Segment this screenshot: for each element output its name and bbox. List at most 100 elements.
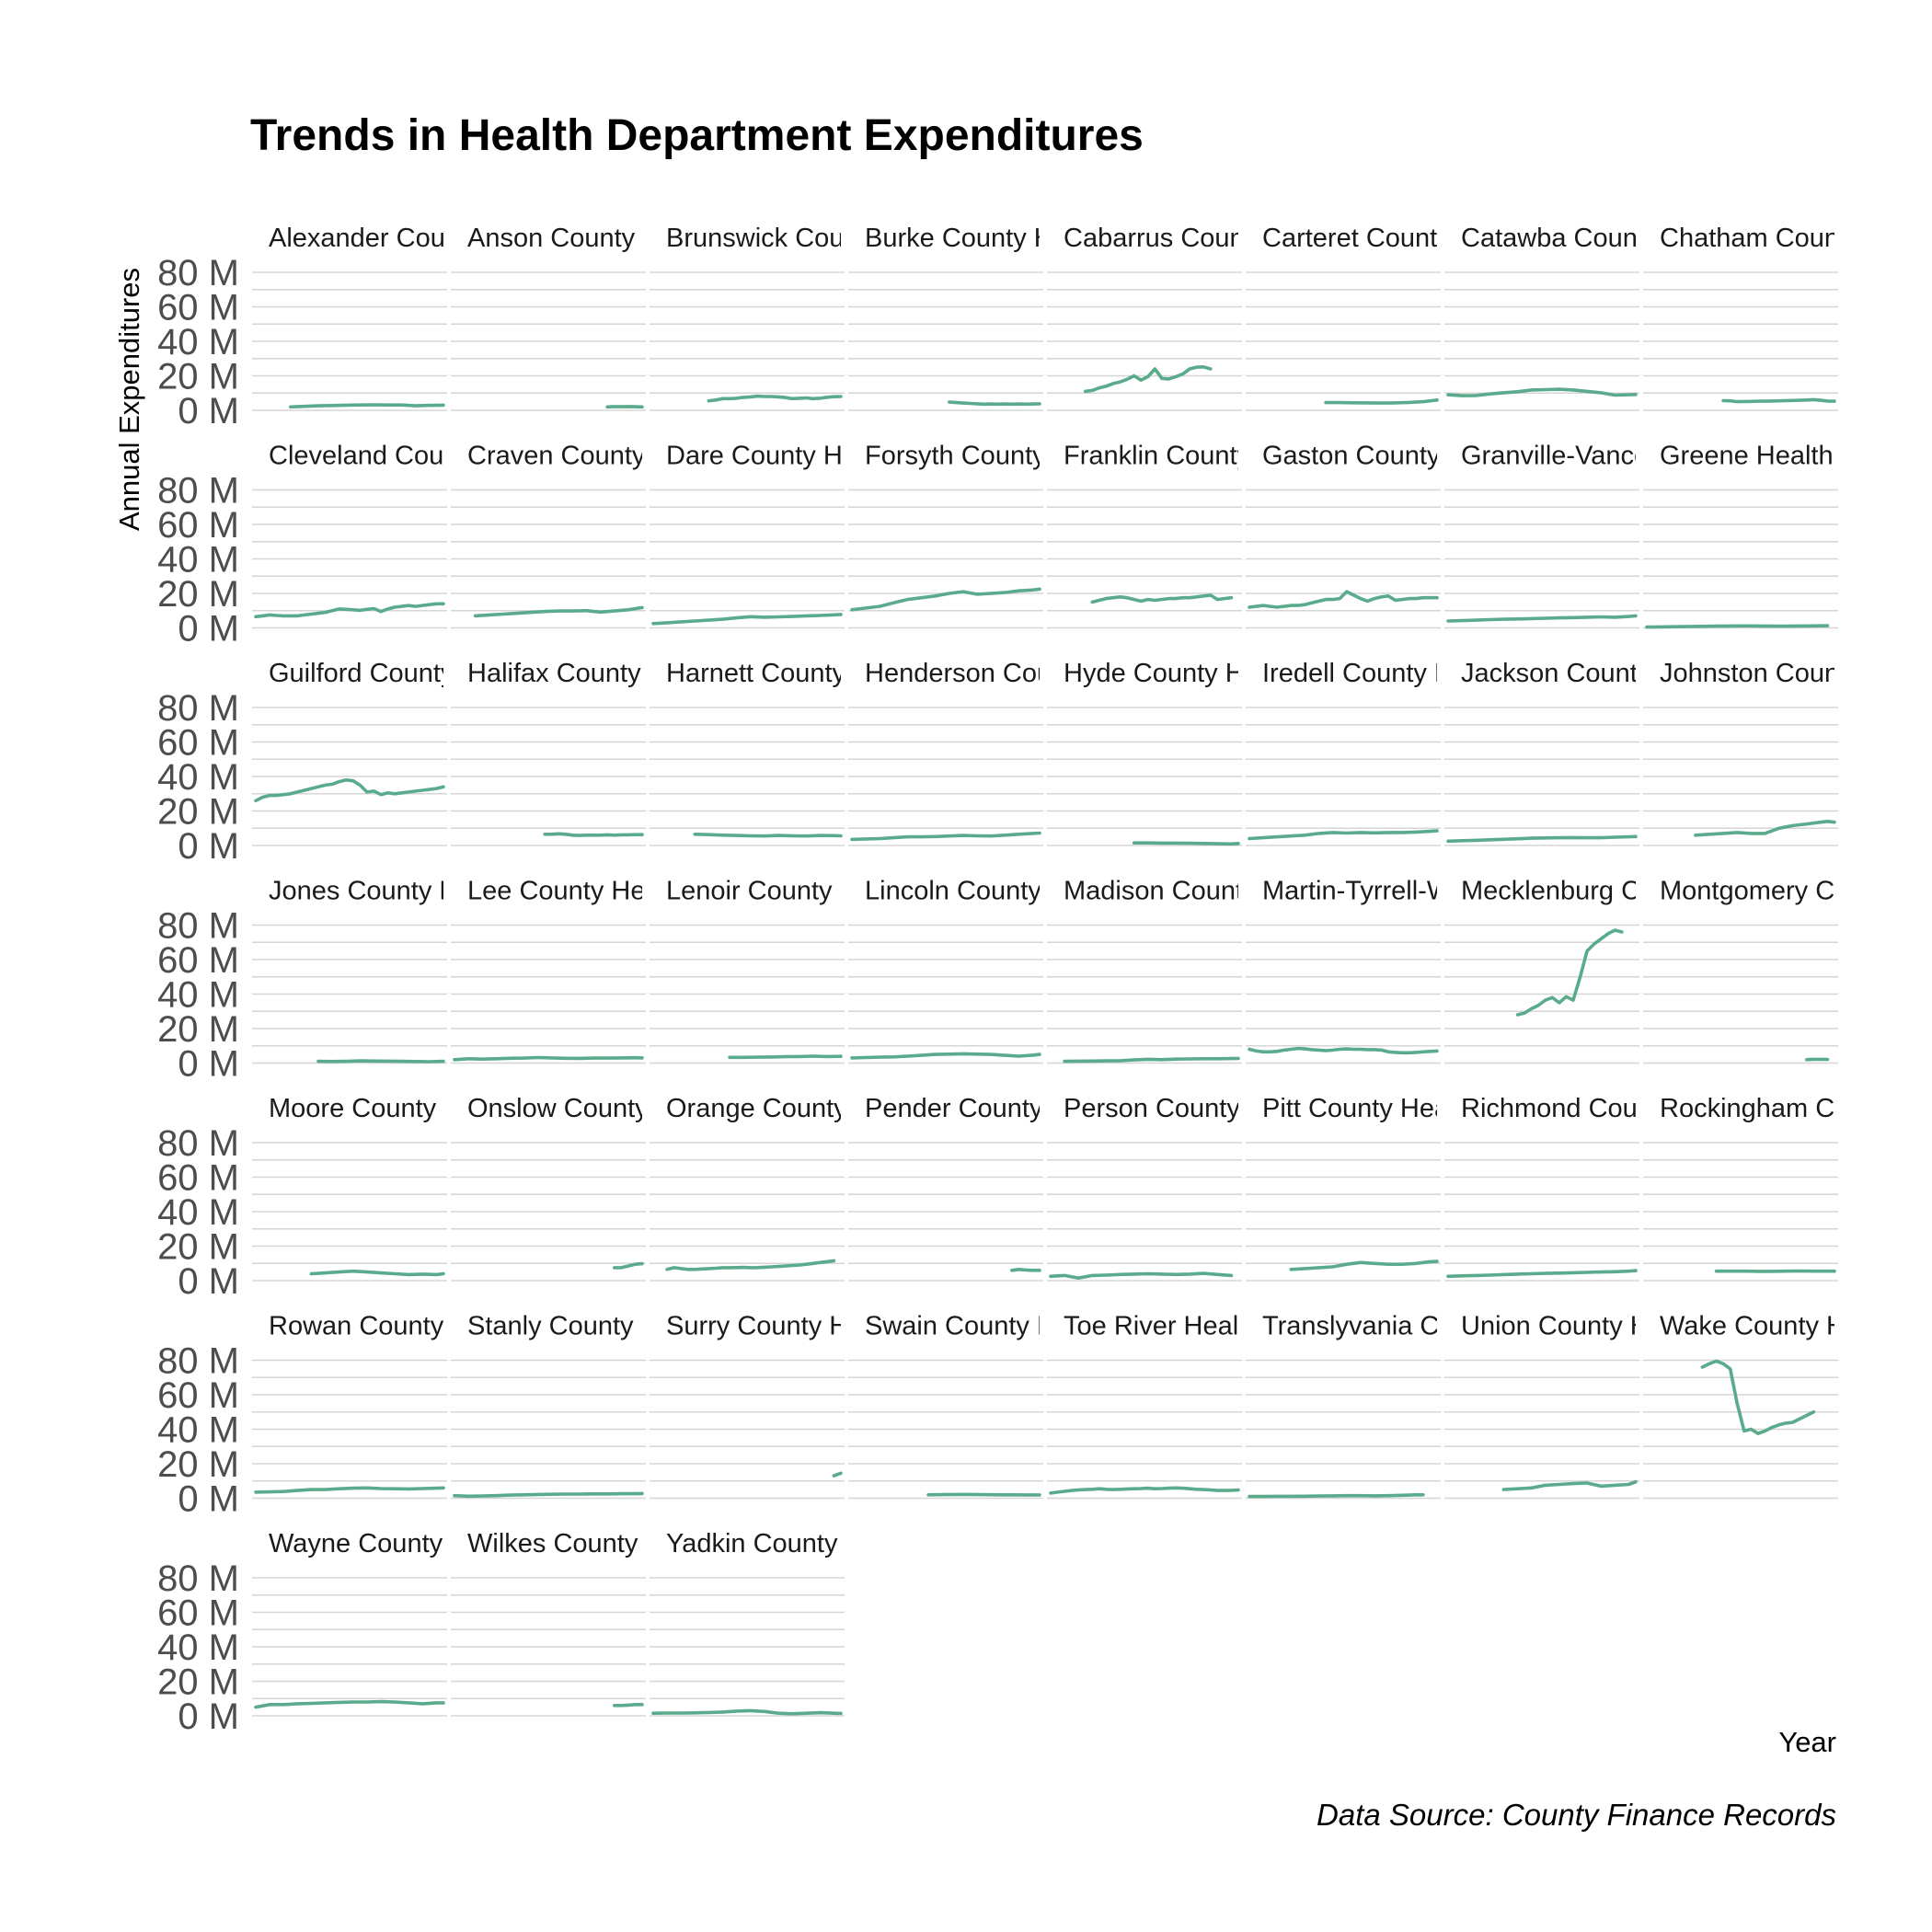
y-tick-label: 80 M [157,906,239,947]
facet-panel: Onslow County [451,1094,646,1282]
facet-panel: Wake County H [1643,1312,1838,1500]
series-line [1063,1056,1240,1064]
facet-panel: Richmond Cour [1444,1094,1639,1282]
facet-panel: Halifax County I [451,659,646,846]
series-line [288,403,445,409]
series-line [850,1052,1041,1060]
facet-strip-label: Granville-Vance [1461,442,1649,471]
facet-panel: Brunswick Cour [650,224,845,411]
x-axis-label: Year [1778,1726,1836,1758]
facet-strip-label: Rowan County [269,1312,444,1341]
facet-panel: Swain County H [848,1312,1043,1500]
facet-panel: Franklin County [1047,442,1242,629]
series-line [612,1703,644,1708]
facet-strip-label: Person County [1064,1094,1240,1123]
y-tick-label: 0 M [178,1479,239,1520]
series-line [850,587,1041,612]
y-tick-label: 0 M [178,1044,239,1085]
y-tick-label: 80 M [157,688,239,729]
facet-strip-label: Jones County H [269,877,458,906]
facet-panel: Wilkes County I [451,1529,646,1717]
y-tick-label: 20 M [157,1662,239,1703]
series-line [543,832,644,837]
facet-panel: Johnston Count [1643,659,1838,846]
series-line [612,1261,644,1270]
series-line [1721,397,1836,404]
facet-panel: Carteret County [1246,224,1451,411]
series-line [1084,364,1213,394]
series-line [473,605,644,618]
facet-panel: Burke County H [848,224,1053,411]
facet-panel: Lee County Hea [451,877,661,1064]
facet-strip-label: Yadkin County I [666,1529,853,1558]
y-tick-label: 40 M [157,540,239,581]
y-tick-label: 20 M [157,1227,239,1268]
facet-strip-label: Gaston County [1262,442,1441,471]
y-tick-label: 80 M [157,471,239,512]
y-axis-label: Annual Expenditures [113,268,145,531]
facet-panel: Pitt County Hea [1246,1094,1441,1282]
facet-panel: Henderson Cou [848,659,1043,846]
facet-strip-label: Greene Health I [1660,442,1848,471]
series-line [1248,829,1439,841]
series-line [1501,1479,1638,1491]
facet-strip-label: Lee County Hea [467,877,661,906]
facet-strip-label: Cleveland Cour [269,442,453,471]
series-line [728,1054,843,1060]
series-line [1446,1269,1638,1279]
series-line [1694,819,1836,837]
series-line [1248,1493,1425,1499]
facet-strip-label: Toe River Healt [1064,1312,1246,1341]
facet-panel: Translyvania Co [1246,1312,1441,1500]
y-tick-label: 40 M [157,757,239,798]
facet-panel: Jackson County [1444,659,1651,846]
series-line [309,1269,445,1277]
series-line [316,1059,445,1064]
facet-panel: Iredell County H [1246,659,1441,846]
series-line [651,613,843,626]
facet-strip-label: Cabarrus Count [1064,224,1252,253]
facet-panel: Catawba Count [1444,224,1639,411]
facet-panel: Rockingham Co [1643,1094,1849,1282]
facet-panel: Moore County H 0 M20 M40 M60 M80 M [157,1094,447,1302]
y-tick-label: 0 M [178,609,239,650]
facet-panel: Yadkin County I [650,1529,853,1717]
y-tick-label: 80 M [157,1558,239,1599]
y-tick-label: 40 M [157,322,239,362]
series-line [1248,590,1439,609]
facet-strip-label: Montgomery Co [1660,877,1849,906]
facet-strip-label: Martin-Tyrrell-W [1262,877,1453,906]
y-tick-label: 40 M [157,975,239,1016]
facet-panel: Granville-Vance [1444,442,1649,629]
facet-strip-label: Craven County [467,442,646,471]
facet-panel: Surry County H [650,1312,845,1500]
y-tick-label: 0 M [178,391,239,431]
facet-strip-label: Lenoir County H [666,877,859,906]
y-tick-label: 20 M [157,357,239,397]
facet-panel: Rowan County 0 M20 M40 M60 M80 M [157,1312,447,1520]
facet-panel: Cabarrus Count [1047,224,1252,411]
series-line [651,1708,843,1716]
facet-panel: Alexander Cour 0 M20 M40 M60 M80 M [157,224,447,431]
y-tick-label: 40 M [157,1192,239,1233]
series-line [1010,1268,1041,1272]
facet-strip-label: Harnett County [666,659,846,688]
facet-panel: Jones County H 0 M20 M40 M60 M80 M [157,877,458,1085]
series-line [453,1491,644,1499]
series-line [832,1471,843,1478]
facet-panel: Montgomery Co [1643,877,1849,1064]
y-tick-label: 0 M [178,826,239,867]
facet-strip-label: Rockingham Co [1660,1094,1849,1123]
y-tick-label: 20 M [157,574,239,615]
facet-strip-label: Jackson County [1461,659,1651,688]
facet-strip-label: Madison County [1064,877,1257,906]
series-line [1324,397,1439,405]
facet-strip-label: Carteret County [1262,224,1451,253]
facet-panel: Harnett County [650,659,846,846]
facet-panel: Mecklenburg Co [1444,877,1639,1064]
facet-panel: Pender County [848,1094,1043,1282]
facet-strip-label: Burke County H [865,224,1053,253]
facet-panel: Dare County He [650,442,845,629]
